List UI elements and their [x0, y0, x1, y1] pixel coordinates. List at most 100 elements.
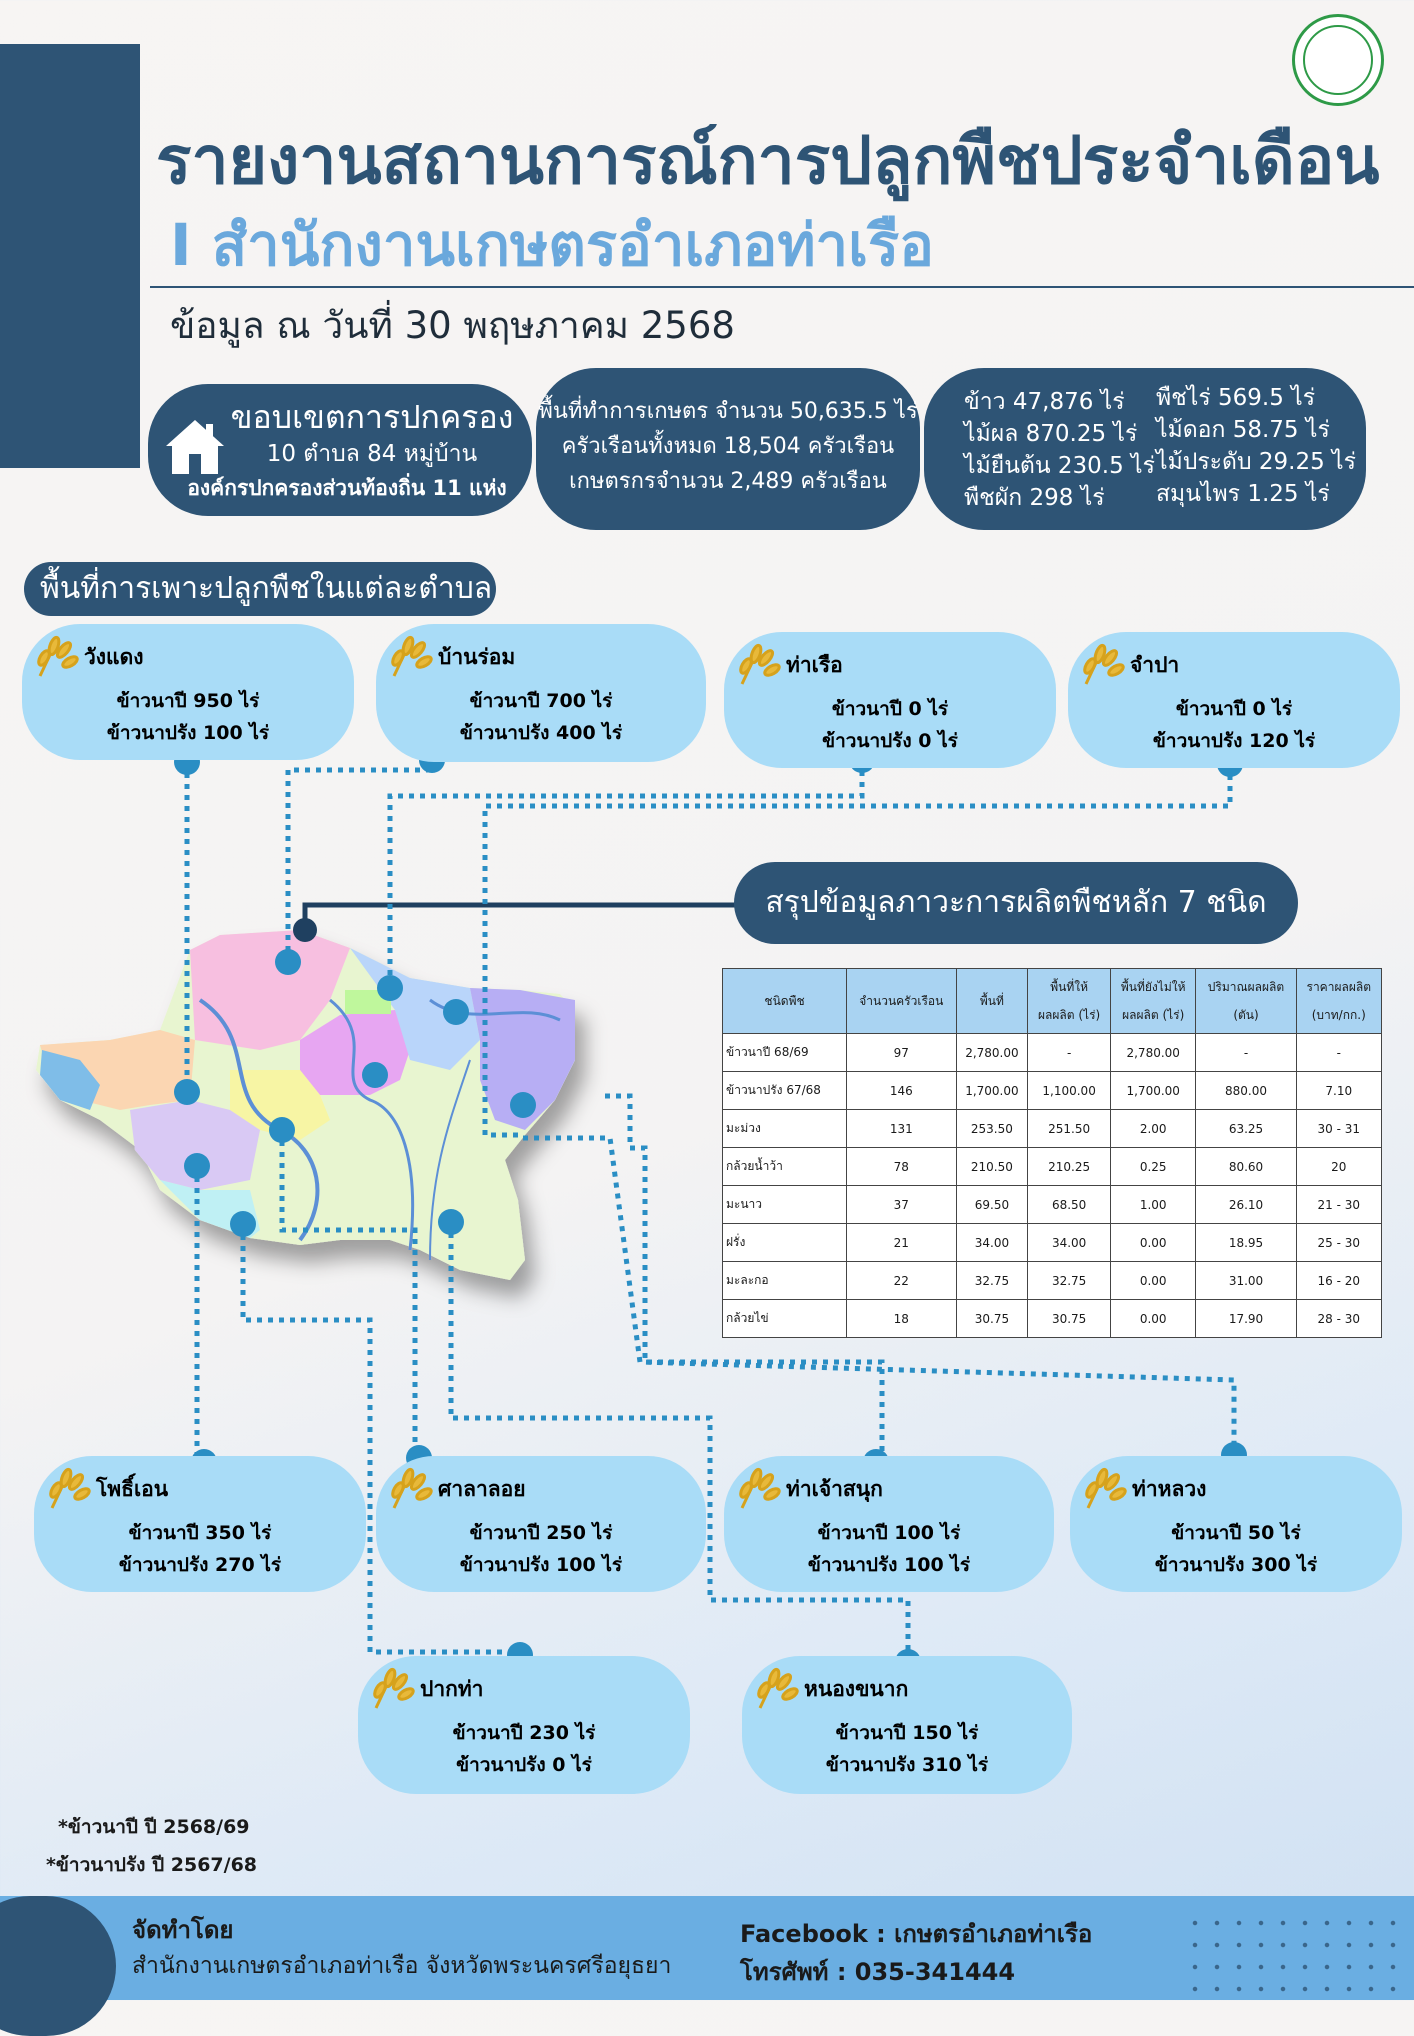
report-date: ข้อมูล ณ วันที่ 30 พฤษภาคม 2568	[170, 304, 735, 347]
table-header-text: พื้นที่	[979, 994, 1004, 1008]
table-cell: 1,700.00	[1109, 1071, 1197, 1110]
rice-main-season: ข้าวนาปี 0 ไร่	[1175, 698, 1293, 720]
rice-off-season: ข้าวนาปรัง 100 ไร่	[807, 1554, 971, 1576]
table-row: มะละกอ 22 32.75 32.75 0.00 31.00 16 - 20	[721, 1261, 1383, 1300]
table-cell: 21	[846, 1223, 957, 1262]
phone-contact[interactable]: โทรศัพท์ : 035-341444	[740, 1958, 1016, 1986]
crop-vegetable: พืชผัก 298 ไร่	[964, 485, 1105, 511]
rice-off-season: ข้าวนาปรัง 0 ไร่	[822, 730, 958, 752]
subdistrict-name: หนองขนาก	[804, 1677, 909, 1701]
crop-field: พืชไร่ 569.5 ไร่	[1156, 385, 1316, 411]
table-cell: 63.25	[1195, 1109, 1297, 1148]
table-cell: 210.25	[1027, 1147, 1111, 1186]
subdistrict-card: วังแดง ข้าวนาปี 950 ไร่ ข้าวนาปรัง 100 ไ…	[22, 624, 354, 760]
table-cell: 31.00	[1195, 1261, 1297, 1300]
crop-ornamental: ไม้ประดับ 29.25 ไร่	[1156, 449, 1356, 475]
table-cell: 30.75	[1027, 1299, 1111, 1338]
table-cell: 21 - 30	[1295, 1185, 1383, 1224]
subdistrict-name: บ้านร่อม	[438, 645, 516, 669]
table-cell: 97	[846, 1033, 957, 1072]
subdistrict-card: ศาลาลอย ข้าวนาปี 250 ไร่ ข้าวนาปรัง 100 …	[376, 1456, 706, 1592]
table-cell: 0.00	[1109, 1299, 1197, 1338]
rice-main-season: ข้าวนาปี 700 ไร่	[469, 690, 613, 712]
rice-icon	[757, 1667, 799, 1709]
table-cell: 880.00	[1195, 1071, 1297, 1110]
rice-off-season: ข้าวนาปรัง 400 ไร่	[459, 722, 623, 744]
farm-area-text: พื้นที่ทำการเกษตร จำนวน 50,635.5 ไร่	[538, 399, 918, 424]
table-cell: 16 - 20	[1295, 1261, 1383, 1300]
table-cell: -	[1027, 1033, 1111, 1072]
table-header-text: จำนวนครัวเรือน	[859, 994, 944, 1008]
page-title: รายงานสถานการณ์การปลูกพืชประจำเดือน	[156, 122, 1380, 199]
rice-main-season: ข้าวนาปี 50 ไร่	[1171, 1522, 1301, 1544]
rice-icon	[739, 1467, 781, 1509]
table-cell: 22	[846, 1261, 957, 1300]
table-header-text: ราคาผลผลิต	[1306, 980, 1372, 994]
rice-off-season: ข้าวนาปรัง 100 ไร่	[459, 1554, 623, 1576]
rice-icon	[1083, 643, 1125, 685]
table-cell: 37	[846, 1185, 957, 1224]
rice-main-season: ข้าวนาปี 230 ไร่	[452, 1722, 596, 1744]
subdistrict-name: ท่าเรือ	[786, 653, 843, 677]
table-cell: 7.10	[1295, 1071, 1383, 1110]
table-header-cell: จำนวนครัวเรือน	[846, 968, 957, 1034]
section-title-subdistricts: พื้นที่การเพาะปลูกพืชในแต่ละตำบล	[24, 562, 496, 616]
subdistrict-card: ท่าเรือ ข้าวนาปี 0 ไร่ ข้าวนาปรัง 0 ไร่	[724, 632, 1056, 768]
table-header-cell: ชนิดพืช	[721, 968, 848, 1034]
rice-main-season: ข้าวนาปี 350 ไร่	[128, 1522, 272, 1544]
page-subtitle: I สำนักงานเกษตรอำเภอท่าเรือ	[170, 211, 934, 279]
table-row: ข้าวนาปรัง 67/68 146 1,700.00 1,100.00 1,700…	[721, 1071, 1383, 1110]
title-divider	[150, 286, 1414, 288]
rice-off-season: ข้าวนาปรัง 0 ไร่	[456, 1754, 592, 1776]
rice-off-season: ข้าวนาปรัง 100 ไร่	[106, 722, 270, 744]
table-cell: ข้าวนาปี 68/69	[721, 1033, 848, 1072]
rice-off-season: ข้าวนาปรัง 270 ไร่	[118, 1554, 282, 1576]
rice-main-season: ข้าวนาปี 250 ไร่	[469, 1522, 613, 1544]
prepared-by-org: สำนักงานเกษตรอำเภอท่าเรือ จังหวัดพระนครศ…	[132, 1953, 672, 1979]
table-header-text: พื้นที่ให้	[1050, 980, 1089, 994]
house-icon	[166, 420, 224, 474]
subdistrict-name: ท่าหลวง	[1132, 1477, 1207, 1501]
table-cell: 131	[846, 1109, 957, 1148]
summary-title: สรุปข้อมูลภาวะการผลิตพืชหลัก 7 ชนิด	[734, 862, 1298, 944]
household-text: ครัวเรือนทั้งหมด 18,504 ครัวเรือน	[561, 434, 895, 459]
table-cell: 32.75	[955, 1261, 1029, 1300]
note-main-season: *ข้าวนาปี ปี 2568/69	[58, 1816, 250, 1838]
table-cell: 28 - 30	[1295, 1299, 1383, 1338]
table-cell: -	[1295, 1033, 1383, 1072]
table-cell: 34.00	[955, 1223, 1029, 1262]
table-cell: 1,100.00	[1027, 1071, 1111, 1110]
subdistrict-card: โพธิ์เอน ข้าวนาปี 350 ไร่ ข้าวนาปรัง 270…	[34, 1456, 366, 1592]
subdistrict-card: บ้านร่อม ข้าวนาปี 700 ไร่ ข้าวนาปรัง 400…	[376, 624, 706, 762]
facebook-contact[interactable]: Facebook : เกษตรอำเภอท่าเรือ	[740, 1920, 1093, 1948]
table-cell: 80.60	[1195, 1147, 1297, 1186]
admin-title: ขอบเขตการปกครอง	[230, 398, 514, 436]
table-cell: 25 - 30	[1295, 1223, 1383, 1262]
crop-rice: ข้าว 47,876 ไร่	[964, 389, 1125, 415]
table-cell: 0.00	[1109, 1261, 1197, 1300]
admin-boundary-panel: ขอบเขตการปกครอง 10 ตำบล 84 หมู่บ้าน องค์…	[148, 384, 532, 516]
table-header-text: พื้นที่ยังไม่ให้	[1120, 980, 1186, 994]
admin-subdistrict-count: 10 ตำบล 84 หมู่บ้าน	[266, 441, 478, 467]
table-cell: 210.50	[955, 1147, 1029, 1186]
table-header-text: ปริมาณผลผลิต	[1207, 980, 1285, 994]
subdistrict-name: ปากท่า	[420, 1677, 484, 1701]
table-header-cell: พื้นที่	[955, 968, 1029, 1034]
table-cell: 253.50	[955, 1109, 1029, 1148]
table-cell: 17.90	[1195, 1299, 1297, 1338]
connector-lines	[184, 760, 1237, 1660]
rice-icon	[739, 643, 781, 685]
left-accent-band	[0, 44, 140, 468]
subdistrict-name: ท่าเจ้าสนุก	[786, 1477, 883, 1501]
table-header-text: (บาท/กก.)	[1311, 1008, 1366, 1022]
table-cell: 18.95	[1195, 1223, 1297, 1262]
subdistrict-card: ปากท่า ข้าวนาปี 230 ไร่ ข้าวนาปรัง 0 ไร่	[358, 1656, 690, 1794]
table-cell: 251.50	[1027, 1109, 1111, 1148]
table-cell: 30 - 31	[1295, 1109, 1383, 1148]
table-header-cell: ปริมาณผลผลิต (ตัน)	[1195, 968, 1297, 1034]
table-cell: 26.10	[1195, 1185, 1297, 1224]
table-cell: 68.50	[1027, 1185, 1111, 1224]
district-map	[36, 747, 1247, 1675]
table-cell: 0.25	[1109, 1147, 1197, 1186]
rice-icon	[373, 1667, 415, 1709]
